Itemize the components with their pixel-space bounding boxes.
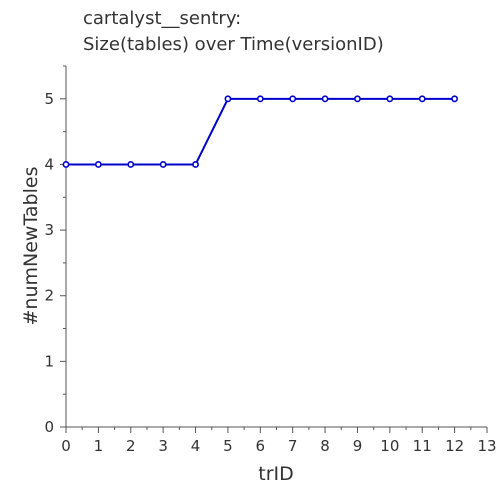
data-point xyxy=(159,161,167,168)
x-axis-label: trID xyxy=(258,463,294,485)
y-tick-label: 2 xyxy=(44,287,54,305)
x-tick-label: 2 xyxy=(126,437,136,455)
data-point xyxy=(256,95,264,103)
x-tick-label: 13 xyxy=(477,437,496,455)
axes xyxy=(65,66,487,428)
x-tick-label: 11 xyxy=(413,437,432,455)
y-ticks: 0 1 2 3 4 5 xyxy=(44,65,66,436)
x-tick-label: 3 xyxy=(158,437,168,455)
data-point xyxy=(94,161,102,168)
x-tick-label: 9 xyxy=(353,437,363,455)
x-tick-label: 5 xyxy=(223,437,233,455)
data-point xyxy=(386,95,394,103)
x-tick-label: 4 xyxy=(191,437,201,455)
x-tick-label: 6 xyxy=(256,437,266,455)
y-tick-label: 5 xyxy=(44,90,54,108)
data-point xyxy=(418,95,426,103)
x-tick-label: 12 xyxy=(445,437,464,455)
series-layer xyxy=(62,95,459,168)
data-point xyxy=(127,161,135,168)
x-tick-label: 0 xyxy=(61,437,71,455)
series-line xyxy=(66,97,455,166)
x-tick-label: 7 xyxy=(288,437,298,455)
y-tick-label: 3 xyxy=(44,221,54,239)
x-tick-label: 8 xyxy=(320,437,330,455)
data-point xyxy=(321,95,329,103)
data-point xyxy=(354,95,361,103)
y-tick-label: 0 xyxy=(44,418,54,436)
data-point xyxy=(224,95,232,103)
data-point xyxy=(289,95,297,103)
data-point xyxy=(62,161,70,168)
chart-title-line-2: Size(tables) over Time(versionID) xyxy=(83,34,384,55)
x-tick-label: 10 xyxy=(380,437,399,455)
chart-title-line-1: cartalyst__sentry: xyxy=(83,8,241,29)
y-tick-label: 4 xyxy=(44,155,54,173)
data-point xyxy=(451,95,459,103)
x-tick-label: 1 xyxy=(94,437,104,455)
y-tick-label: 1 xyxy=(44,352,54,370)
y-axis-label: #numNewTables xyxy=(20,167,42,326)
x-ticks: 0 1 2 3 4 5 6 7 8 9 10 11 12 13 xyxy=(61,427,497,455)
data-point xyxy=(192,161,199,168)
